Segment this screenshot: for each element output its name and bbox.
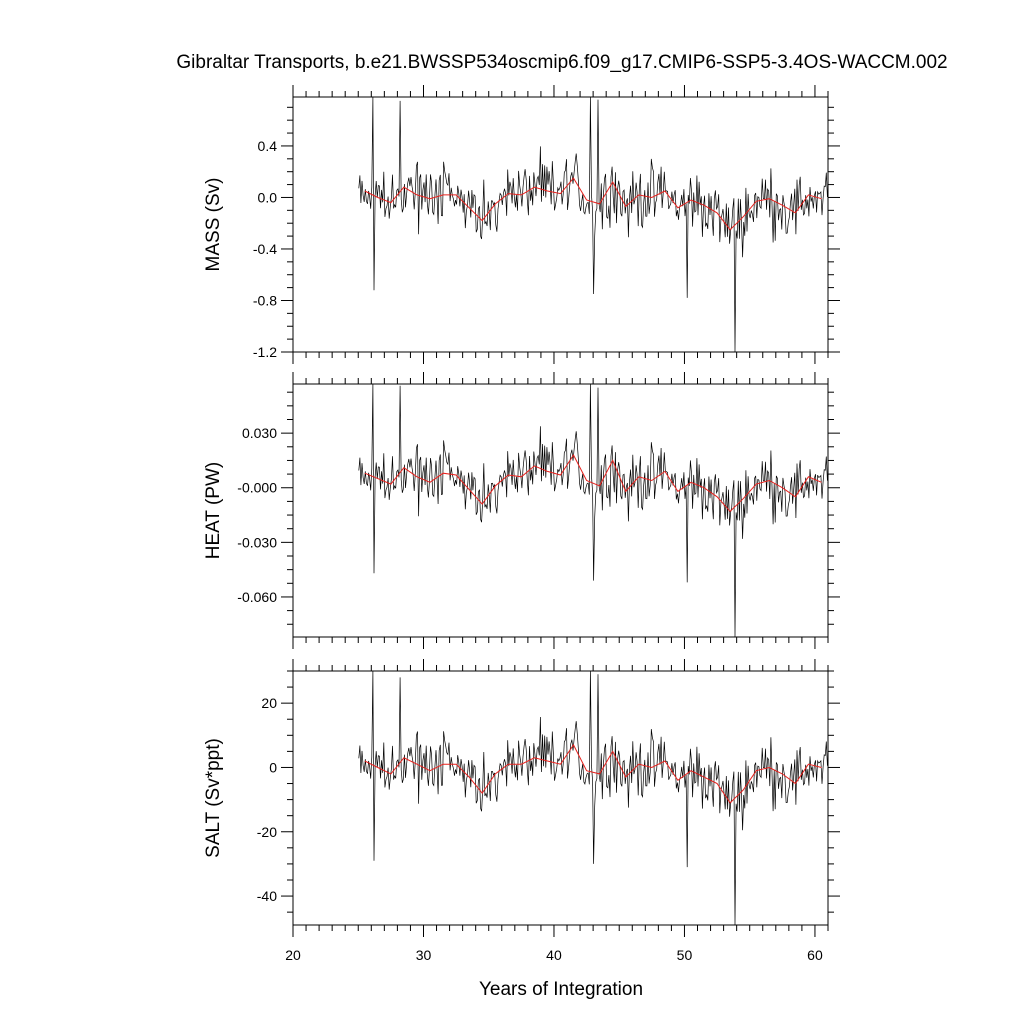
mass-y-tick-label: 0.4 <box>258 138 278 154</box>
salt-y-tick-label: 0 <box>269 759 277 775</box>
x-tick-label: 40 <box>546 947 562 963</box>
x-tick-label: 30 <box>416 947 432 963</box>
mass-y-tick-label: -1.2 <box>253 344 277 360</box>
heat-monthly-series <box>358 383 828 638</box>
x-axis-label: Years of Integration <box>479 979 643 1000</box>
heat-y-tick-label: -0.030 <box>237 534 277 550</box>
panel-salt: -40 -20 0 20 SALT (Sv*ppt) <box>203 659 840 937</box>
heat-y-axis-label: HEAT (PW) <box>203 462 224 559</box>
salt-plot-frame <box>292 670 829 926</box>
heat-y-tick-label: -0.060 <box>237 589 277 605</box>
mass-annual-series <box>364 177 822 231</box>
heat-y-tick-label: 0.030 <box>242 425 277 441</box>
x-tick-label: 60 <box>807 947 823 963</box>
x-tick-label: 20 <box>285 947 301 963</box>
salt-annual-series <box>364 743 822 804</box>
salt-y-tick-label: -40 <box>257 888 277 904</box>
mass-y-tick-label: 0.0 <box>258 189 278 205</box>
panel-heat: -0.060 -0.030 -0.000 0.030 HEAT (PW) <box>203 372 840 649</box>
panel-mass: -1.2 -0.8 -0.4 0.0 0.4 MASS (Sv) <box>203 85 840 364</box>
salt-monthly-series <box>358 670 828 926</box>
mass-y-tick-label: -0.8 <box>253 292 277 308</box>
salt-y-tick-label: -20 <box>257 824 277 840</box>
mass-y-tick-label: -0.4 <box>253 241 277 257</box>
mass-plot-frame <box>292 96 829 353</box>
heat-y-tick-label: -0.000 <box>237 480 277 496</box>
heat-plot-frame <box>292 383 829 638</box>
chart-title: Gibraltar Transports, b.e21.BWSSP534oscm… <box>176 52 947 73</box>
mass-y-axis-label: MASS (Sv) <box>203 178 224 272</box>
x-tick-label: 50 <box>677 947 693 963</box>
heat-annual-series <box>364 454 822 513</box>
salt-y-axis-label: SALT (Sv*ppt) <box>203 738 224 858</box>
mass-monthly-series <box>358 96 828 353</box>
salt-y-tick-label: 20 <box>261 695 277 711</box>
